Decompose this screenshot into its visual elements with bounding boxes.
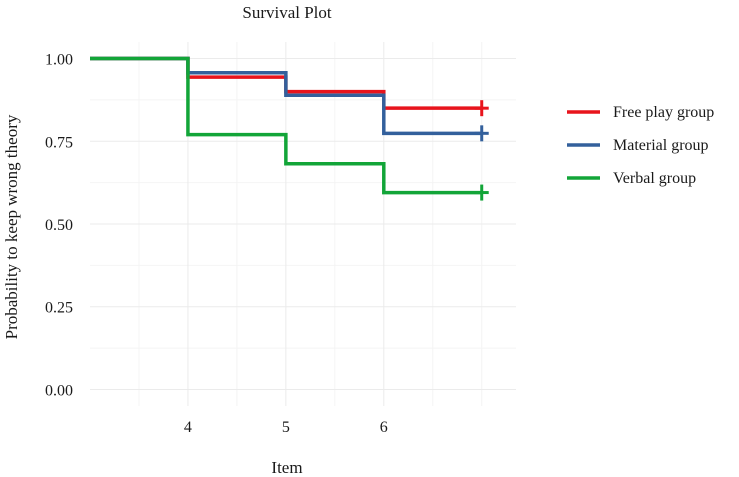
survival-step-line <box>90 56 482 195</box>
y-tick-label: 0.75 <box>45 134 73 151</box>
x-axis-label: Item <box>271 458 302 477</box>
series-layer <box>90 56 489 201</box>
y-axis-label: Probability to keep wrong theory <box>2 114 21 339</box>
y-tick-label: 1.00 <box>45 52 73 69</box>
axis-layer: Survival Plot Item Probability to keep w… <box>2 3 332 477</box>
grid: 0.00 0.25 0.50 0.75 1.00 4 5 6 <box>45 42 516 436</box>
x-tick-label: 6 <box>380 419 388 436</box>
y-tick-label: 0.50 <box>45 217 73 234</box>
y-tick-label: 0.00 <box>45 382 73 399</box>
legend-label: Free play group <box>613 104 714 121</box>
x-tick-label: 4 <box>184 419 192 436</box>
y-tick-label: 0.25 <box>45 300 73 317</box>
legend-label: Verbal group <box>613 170 696 187</box>
legend: Free play group Material group Verbal grou… <box>567 104 714 187</box>
x-tick-label: 5 <box>282 419 290 436</box>
chart-title: Survival Plot <box>242 3 332 22</box>
legend-label: Material group <box>613 137 709 154</box>
